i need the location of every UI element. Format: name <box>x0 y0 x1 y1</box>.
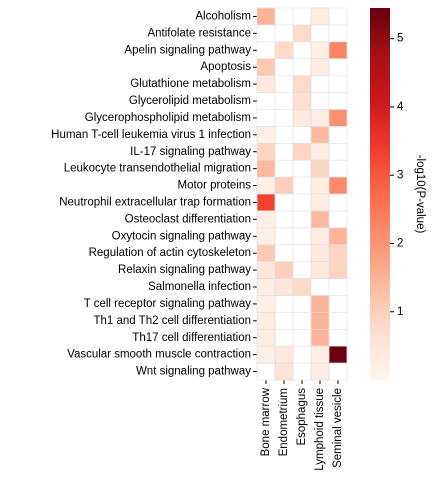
cell <box>292 109 312 127</box>
y-tick-label: Neutrophil extracellular trap formation <box>59 196 251 208</box>
cell <box>310 176 330 195</box>
cell <box>256 244 276 262</box>
cell <box>328 261 348 279</box>
cell <box>256 193 276 212</box>
y-tick-label: Antifolate resistance <box>147 27 251 39</box>
cell <box>256 176 276 195</box>
colorbar-label: -log10(P-value) <box>414 155 426 234</box>
x-tick-label: Seminal vesicle <box>332 388 344 468</box>
cell <box>274 278 294 296</box>
y-tick-label: Osteoclast differentiation <box>125 213 251 225</box>
cell <box>310 261 330 279</box>
cell <box>328 176 348 195</box>
cell <box>274 176 294 195</box>
y-tick-label: Glycerolipid metabolism <box>129 95 251 107</box>
cell <box>328 109 348 127</box>
cell <box>274 41 294 60</box>
y-tick-label: Relaxin signaling pathway <box>118 264 251 276</box>
cell <box>310 312 330 330</box>
colorbar-tick-label: 4 <box>397 101 404 113</box>
cell <box>310 109 330 127</box>
cell <box>256 210 276 229</box>
cell <box>256 7 276 26</box>
y-tick-label: Apelin signaling pathway <box>124 44 251 56</box>
colorbar-tick-label: 3 <box>397 169 403 181</box>
cell <box>310 7 330 26</box>
cell <box>292 75 312 93</box>
cell <box>256 312 276 330</box>
cell <box>310 345 330 364</box>
y-tick-label: Th17 cell differentiation <box>132 332 251 344</box>
cell <box>310 295 330 313</box>
x-tick-label: Esophagus <box>296 388 308 446</box>
cell <box>292 24 312 43</box>
x-tick-label: Lymphoid tissue <box>314 388 326 471</box>
y-tick-label: Apoptosis <box>200 61 251 73</box>
y-tick-label: Alcoholism <box>195 10 251 22</box>
y-tick-label: Th1 and Th2 cell differentiation <box>94 315 252 327</box>
cell <box>292 142 312 161</box>
cell <box>310 210 330 229</box>
cell <box>256 142 276 161</box>
y-tick-label: T cell receptor signaling pathway <box>84 298 252 310</box>
colorbar-tick-label: 5 <box>397 33 403 45</box>
cell <box>310 126 330 144</box>
cell <box>292 278 312 296</box>
y-tick-label: IL-17 signaling pathway <box>130 146 251 158</box>
colorbar-tick-label: 2 <box>397 238 403 250</box>
colorbar-tick-label: 1 <box>397 306 403 318</box>
y-tick-label: Glutathione metabolism <box>130 78 251 90</box>
cell <box>310 159 330 178</box>
cell <box>310 41 330 60</box>
y-tick-label: Regulation of actin cytoskeleton <box>89 247 251 259</box>
cell <box>256 328 276 347</box>
y-tick-label: Leukocyte transendothelial migration <box>64 163 251 175</box>
cell <box>256 227 276 246</box>
cell <box>274 345 294 364</box>
cell <box>274 261 294 279</box>
cell <box>274 362 294 381</box>
cell <box>256 345 276 364</box>
y-tick-label: Glycerophospholipid metabolism <box>85 112 251 124</box>
cell <box>256 295 276 313</box>
cell <box>310 193 330 212</box>
cell <box>310 227 330 246</box>
x-tick-label: Endometrium <box>278 388 290 456</box>
cell <box>328 227 348 246</box>
y-tick-label: Oxytocin signaling pathway <box>112 230 252 242</box>
y-tick-label: Vascular smooth muscle contraction <box>67 349 251 361</box>
y-tick-label: Wnt signaling pathway <box>136 366 251 378</box>
cell <box>310 328 330 347</box>
cell <box>310 142 330 161</box>
y-tick-label: Human T-cell leukemia virus 1 infection <box>51 129 251 141</box>
cell <box>328 244 348 262</box>
cell <box>256 126 276 144</box>
cell <box>256 278 276 296</box>
cell <box>292 92 312 110</box>
cell <box>328 41 348 60</box>
cell <box>310 362 330 381</box>
y-tick-label: Salmonella infection <box>148 281 251 293</box>
cell <box>256 58 276 76</box>
cell <box>328 345 348 364</box>
y-tick-label: Motor proteins <box>177 180 251 192</box>
cell <box>256 261 276 279</box>
cell <box>310 58 330 76</box>
x-tick-label: Bone marrow <box>260 387 272 456</box>
cell <box>256 75 276 93</box>
cell <box>256 159 276 178</box>
colorbar <box>370 8 390 380</box>
cell <box>310 244 330 262</box>
